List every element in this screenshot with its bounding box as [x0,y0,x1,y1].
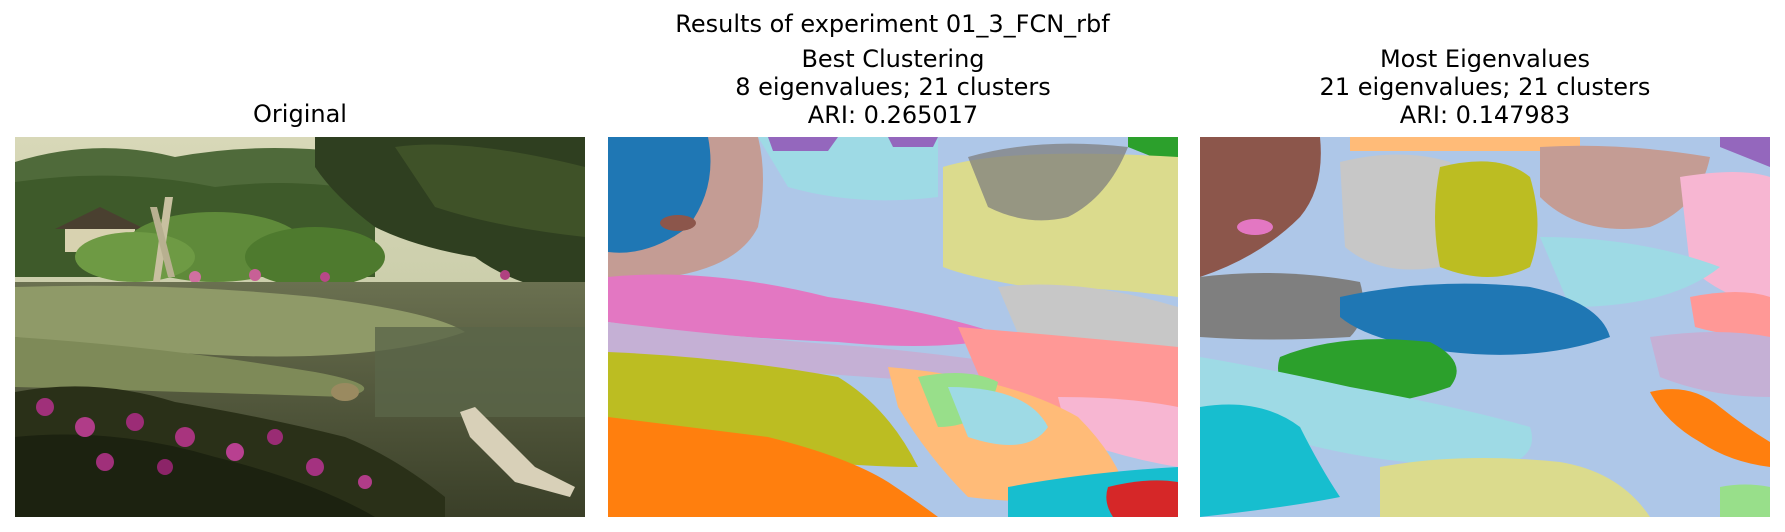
most-title-line3: ARI: 0.147983 [1399,101,1571,129]
original-photo [15,137,585,517]
original-title-text: Original [253,100,347,128]
best-clustering-panel [608,137,1178,517]
best-title-line1: Best Clustering [801,45,985,73]
original-title: Original [15,100,585,128]
most-eigenvalues-title: Most Eigenvalues 21 eigenvalues; 21 clus… [1200,45,1770,129]
best-clustering-title: Best Clustering 8 eigenvalues; 21 cluste… [608,45,1178,129]
best-title-line2: 8 eigenvalues; 21 clusters [735,73,1051,101]
most-title-line2: 21 eigenvalues; 21 clusters [1319,73,1651,101]
figure-suptitle: Results of experiment 01_3_FCN_rbf [675,10,1110,38]
most-eigenvalues-panel [1200,137,1770,517]
most-title-line1: Most Eigenvalues [1379,45,1591,73]
best-title-line3: ARI: 0.265017 [807,101,979,129]
original-image-panel [15,137,585,517]
best-clustering-map [608,137,1178,517]
most-eigenvalues-map [1200,137,1770,517]
